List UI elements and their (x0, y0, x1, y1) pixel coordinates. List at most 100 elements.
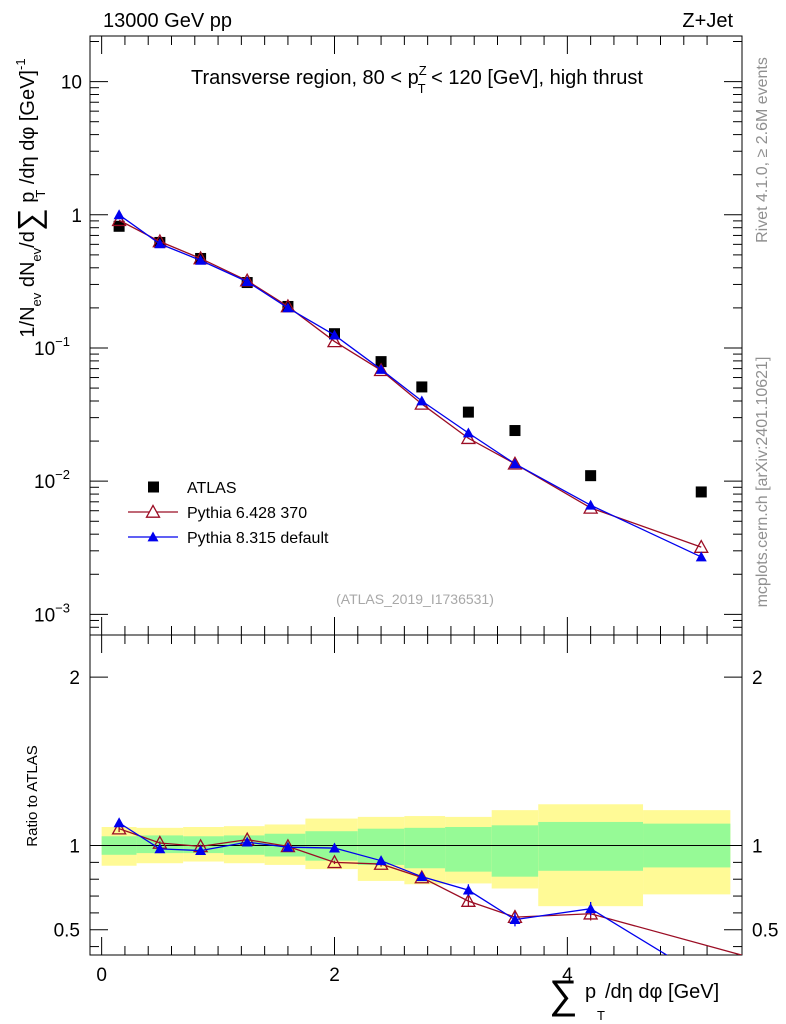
ratio-frame (89, 634, 743, 956)
panel-title-sup: Z (419, 63, 427, 78)
x-axis-sum-symbol: ∑ (549, 973, 578, 1017)
py8-point (585, 499, 597, 510)
py6-ratio-point (460, 893, 476, 907)
py8-ratio-point (375, 855, 387, 866)
main-ytick-label: 10 (61, 73, 82, 94)
main-ytick-base: 10 (34, 472, 55, 493)
panel-title-a: Transverse region, 80 < p (191, 67, 419, 89)
main-ytick-label: 10−3 (34, 600, 70, 626)
legend: ATLAS Pythia 6.428 370 Pythia 8.315 defaul… (128, 480, 329, 547)
xtick-label: 0 (96, 965, 107, 986)
atlas-point (375, 356, 387, 368)
main-ylabel: 1/Nev dNev/d∑ pT /dη dφ [GeV]-1 (11, 58, 48, 337)
x-axis-label-p: p (585, 981, 596, 1003)
py8-point (462, 427, 474, 438)
green-band (404, 827, 446, 869)
py6-ratio-point (583, 905, 599, 920)
py8-ratio-point (329, 842, 340, 853)
ratio-ytick-label-right: 2 (752, 668, 763, 689)
atlas-point (416, 381, 428, 393)
main-ytick-exp: −2 (55, 467, 70, 482)
ratio-panel: 0.5 0.5 1 1 2 2 0 2 4 Ratio to ATLAS (24, 634, 778, 986)
analysis-watermark: (ATLAS_2019_I1736531) (336, 591, 494, 607)
py8-point (113, 209, 125, 220)
panel-title: Transverse region, 80 < pZ T < 120 [GeV],… (191, 63, 643, 96)
py8-point (195, 254, 207, 265)
xtick-label: 4 (562, 965, 573, 986)
green-band (445, 827, 492, 872)
py6-point (326, 333, 343, 348)
atlas-point (695, 486, 707, 498)
atlas-point (585, 470, 597, 482)
energy-label: 13000 GeV pp (103, 10, 232, 32)
py6-ratio-point (414, 869, 430, 884)
ratio-series-clipped (111, 817, 742, 955)
panel-title-b: < 120 [GeV], high thrust (426, 67, 644, 89)
py8-line (118, 214, 702, 558)
legend-label-atlas: ATLAS (187, 480, 237, 497)
main-ytick-exp: −1 (55, 334, 70, 349)
atlas-point (509, 425, 521, 437)
legend-label-py8: Pythia 8.315 default (187, 530, 329, 547)
atlas-point (113, 220, 125, 232)
py6-ratio-point (111, 820, 127, 835)
main-ytick-base: 1 (71, 206, 82, 227)
mcplots-label: mcplots.cern.ch [arXiv:2401.10621] (754, 357, 771, 608)
py8-ratio-point (195, 845, 207, 855)
x-axis-label-t: T (597, 1008, 605, 1023)
main-ytick-exp: −3 (55, 600, 70, 615)
py8-point (241, 276, 253, 287)
xtick-label: 2 (329, 965, 340, 986)
py8-point (329, 329, 340, 340)
py8-point (509, 458, 521, 469)
ratio-ytick-label-right: 1 (752, 837, 763, 858)
py8-ratio-point (154, 843, 166, 854)
ratio-series (111, 817, 742, 955)
py6-ratio-point (326, 854, 343, 869)
py8-ratio-point (282, 841, 294, 852)
ratio-ytick-label-right: 0.5 (752, 921, 778, 942)
main-ytick-label: 10−1 (34, 334, 70, 360)
ratio-axes: 0.5 0.5 1 1 2 2 0 2 4 (54, 634, 778, 986)
main-ytick-base: 10 (34, 605, 55, 626)
process-label: Z+Jet (682, 10, 733, 32)
legend-label-py6: Pythia 6.428 370 (187, 505, 307, 522)
ratio-bands (90, 804, 742, 907)
py6-point (111, 212, 127, 227)
py8-ratio-point (585, 903, 597, 914)
py6-line (118, 219, 702, 548)
py6-point (460, 430, 476, 445)
py8-ratio-point (462, 884, 474, 895)
py8-point (282, 302, 294, 313)
py8-point (416, 395, 428, 406)
green-band (491, 825, 539, 877)
ratio-ylabel: Ratio to ATLAS (24, 745, 41, 846)
x-axis-label: ∑ p T /dη dφ [GeV] (549, 973, 719, 1023)
py8-ratio-point (509, 914, 521, 925)
main-ytick-base: 10 (34, 339, 55, 360)
main-ytick-label: 10−2 (34, 467, 70, 493)
py6-point (507, 455, 523, 470)
panel-title-sub: T (418, 81, 426, 96)
py8-point (154, 238, 166, 249)
py6-ratio-line (118, 828, 742, 955)
py6-point (373, 362, 389, 377)
py8-ratio-point (241, 836, 253, 847)
py8-point (695, 551, 707, 562)
py8-ratio-point (416, 871, 428, 882)
main-series (111, 209, 709, 562)
py8-point (375, 363, 387, 374)
main-ylabel-text: 1/Nev dNev/d∑ pT /dη dφ [GeV]-1 (11, 58, 48, 337)
py8-ratio-line (118, 822, 668, 955)
x-axis-label-rest: /dη dφ [GeV] (605, 981, 719, 1003)
legend-marker-atlas (148, 481, 159, 493)
main-ytick-label: 1 (71, 206, 82, 227)
py8-ratio-point (113, 817, 125, 828)
ratio-ytick-label: 2 (69, 668, 80, 689)
green-band (538, 821, 644, 871)
atlas-point (462, 406, 474, 418)
ratio-ytick-label: 0.5 (54, 921, 80, 942)
